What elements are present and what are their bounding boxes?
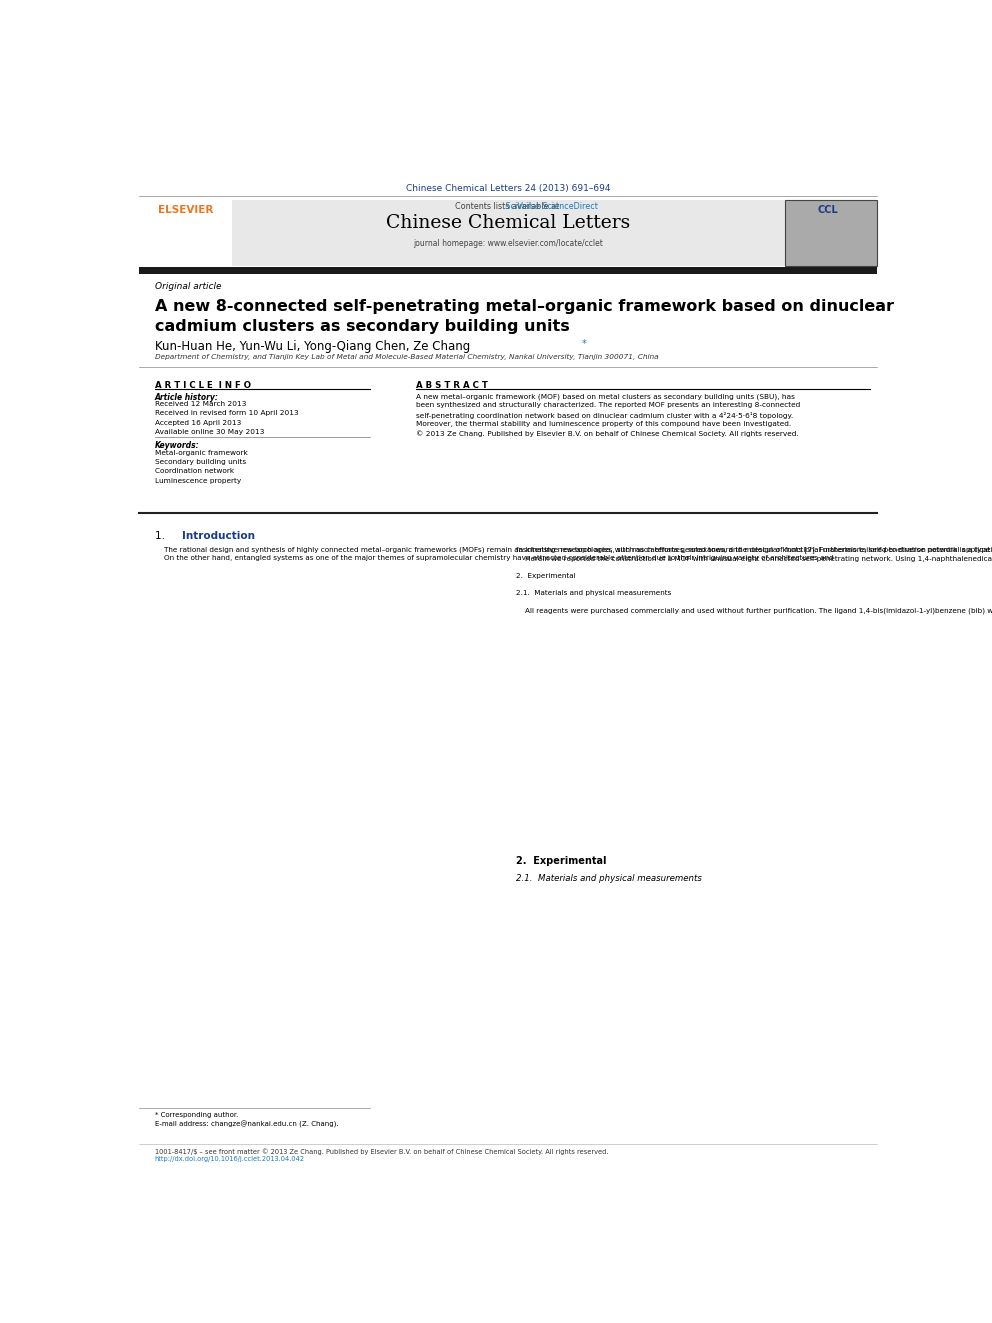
Text: Accepted 16 April 2013: Accepted 16 April 2013: [155, 419, 241, 426]
FancyBboxPatch shape: [139, 267, 878, 274]
FancyBboxPatch shape: [139, 200, 231, 266]
Text: Secondary building units: Secondary building units: [155, 459, 246, 466]
Text: journal homepage: www.elsevier.com/locate/cclet: journal homepage: www.elsevier.com/locat…: [414, 239, 603, 249]
Text: Chinese Chemical Letters: Chinese Chemical Letters: [386, 214, 631, 232]
Text: A new 8-connected self-penetrating metal–organic framework based on dinuclear: A new 8-connected self-penetrating metal…: [155, 299, 894, 315]
Text: fascinating new topologies, such as catenanes, rotaxanes, and molecular knots [7: fascinating new topologies, such as cate…: [516, 546, 992, 614]
Text: http://dx.doi.org/10.1016/j.cclet.2013.04.042: http://dx.doi.org/10.1016/j.cclet.2013.0…: [155, 1156, 305, 1162]
Text: 2.1.  Materials and physical measurements: 2.1. Materials and physical measurements: [516, 875, 702, 882]
Text: A R T I C L E  I N F O: A R T I C L E I N F O: [155, 381, 251, 390]
Text: Keywords:: Keywords:: [155, 441, 199, 450]
Text: Introduction: Introduction: [182, 531, 255, 541]
Text: Chinese Chemical Letters 24 (2013) 691–694: Chinese Chemical Letters 24 (2013) 691–6…: [406, 184, 611, 193]
Text: Received in revised form 10 April 2013: Received in revised form 10 April 2013: [155, 410, 299, 417]
Text: Department of Chemistry, and Tianjin Key Lab of Metal and Molecule-Based Materia: Department of Chemistry, and Tianjin Key…: [155, 355, 659, 360]
Text: A B S T R A C T: A B S T R A C T: [417, 381, 488, 390]
Text: Article history:: Article history:: [155, 393, 218, 402]
Text: Contents lists available at: Contents lists available at: [455, 201, 561, 210]
FancyBboxPatch shape: [786, 200, 878, 266]
Text: 1001-8417/$ – see front matter © 2013 Ze Chang. Published by Elsevier B.V. on be: 1001-8417/$ – see front matter © 2013 Ze…: [155, 1148, 608, 1155]
Text: Received 12 March 2013: Received 12 March 2013: [155, 401, 246, 407]
Text: 1.: 1.: [155, 531, 172, 541]
Text: Kun-Huan He, Yun-Wu Li, Yong-Qiang Chen, Ze Chang: Kun-Huan He, Yun-Wu Li, Yong-Qiang Chen,…: [155, 340, 474, 353]
Text: Luminescence property: Luminescence property: [155, 478, 241, 484]
Text: *: *: [581, 339, 586, 349]
Text: cadmium clusters as secondary building units: cadmium clusters as secondary building u…: [155, 319, 569, 333]
Text: The rational design and synthesis of highly connected metal–organic frameworks (: The rational design and synthesis of hig…: [155, 546, 992, 561]
Text: SciVerse ScienceDirect: SciVerse ScienceDirect: [419, 201, 598, 210]
Text: Original article: Original article: [155, 282, 221, 291]
Text: CCL: CCL: [817, 205, 838, 214]
Text: A new metal–organic framework (MOF) based on metal clusters as secondary buildin: A new metal–organic framework (MOF) base…: [417, 393, 801, 437]
Text: 2.  Experimental: 2. Experimental: [516, 856, 606, 865]
Text: * Corresponding author.: * Corresponding author.: [155, 1113, 238, 1118]
Text: Metal-organic framework: Metal-organic framework: [155, 450, 247, 456]
Text: ELSEVIER: ELSEVIER: [158, 205, 213, 214]
Text: Available online 30 May 2013: Available online 30 May 2013: [155, 429, 264, 435]
FancyBboxPatch shape: [231, 200, 786, 266]
Text: E-mail address: changze@nankai.edu.cn (Z. Chang).: E-mail address: changze@nankai.edu.cn (Z…: [155, 1121, 338, 1127]
Text: Coordination network: Coordination network: [155, 468, 234, 475]
